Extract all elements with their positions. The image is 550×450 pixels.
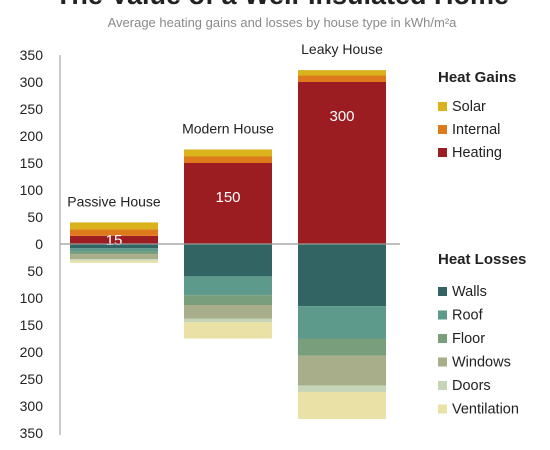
- bar-segment-doors: [70, 259, 158, 261]
- y-tick-label: 200: [20, 344, 44, 360]
- y-tick-label: 250: [20, 101, 44, 117]
- y-tick-label: 0: [35, 236, 43, 252]
- y-tick-label: 100: [20, 290, 44, 306]
- y-tick-label: 300: [20, 74, 44, 90]
- legend-swatch-internal: [438, 125, 447, 134]
- bar-segment-windows: [184, 305, 272, 319]
- y-tick-label: 350: [20, 47, 44, 63]
- bar-segment-floor: [184, 295, 272, 306]
- category-labels: Passive House Modern House Leaky House: [67, 41, 383, 209]
- bar-segment-doors: [298, 385, 386, 392]
- legend-swatch-windows: [438, 357, 447, 367]
- bar-segment-walls: [70, 244, 158, 249]
- bar-segment-roof: [70, 248, 158, 252]
- y-tick-label: 50: [27, 209, 43, 225]
- bar-segment-solar: [70, 222, 158, 230]
- legend-label-walls: Walls: [452, 284, 487, 300]
- legend-swatch-ventilation: [438, 404, 447, 414]
- bar-segment-ventilation: [298, 391, 386, 419]
- legend-label-solar: Solar: [452, 99, 486, 115]
- bar-segment-roof: [184, 276, 272, 296]
- bar-segment-internal: [184, 156, 272, 163]
- legend-swatch-solar: [438, 102, 447, 111]
- y-tick-label: 250: [20, 371, 44, 387]
- bar-segment-heating: [70, 235, 158, 244]
- bar-segment-roof: [298, 306, 386, 339]
- category-label: Leaky House: [301, 41, 383, 57]
- legend-swatch-heating: [438, 148, 447, 157]
- bar-segment-ventilation: [184, 322, 272, 339]
- legend-label-floor: Floor: [452, 331, 485, 347]
- y-tick-label: 300: [20, 398, 44, 414]
- legend-label-roof: Roof: [452, 308, 484, 324]
- bar-segment-internal: [298, 75, 386, 82]
- legend-label-heating: Heating: [452, 145, 502, 161]
- bar-segment-heating: [184, 163, 272, 244]
- y-tick-label: 50: [27, 263, 43, 279]
- bar-segment-doors: [184, 318, 272, 323]
- bar-segment-floor: [298, 338, 386, 356]
- y-axis: 350 300 250 200 150 100 50 0 50 100 150 200 250 300 35…: [20, 47, 61, 441]
- chart-title: The Value of a Well-Insulated Home: [55, 0, 509, 10]
- bar-segment-heating: [298, 82, 386, 244]
- legend: Heat Gains Solar Internal Heating Heat Losse…: [438, 69, 526, 418]
- bar-segment-walls: [184, 244, 272, 277]
- bar-segment-windows: [70, 254, 158, 260]
- legend-label-windows: Windows: [452, 355, 511, 371]
- bar-segment-floor: [70, 251, 158, 255]
- bar-segment-windows: [298, 355, 386, 386]
- bar-segment-ventilation: [70, 260, 158, 263]
- y-tick-label: 200: [20, 128, 44, 144]
- bars: 15 150 300: [60, 70, 400, 419]
- bar-segment-solar: [184, 149, 272, 157]
- bar-segment-internal: [70, 229, 158, 236]
- chart-subtitle: Average heating gains and losses by hous…: [108, 15, 458, 30]
- category-label: Passive House: [67, 193, 161, 209]
- y-tick-label: 150: [20, 155, 44, 171]
- losses-legend-title: Heat Losses: [438, 251, 526, 268]
- gains-legend-title: Heat Gains: [438, 69, 516, 86]
- bar-segment-solar: [298, 70, 386, 76]
- y-tick-label: 350: [20, 425, 44, 441]
- legend-swatch-doors: [438, 381, 447, 390]
- legend-label-ventilation: Ventilation: [452, 402, 519, 418]
- legend-label-doors: Doors: [452, 378, 491, 394]
- data-label: 15: [106, 232, 123, 249]
- y-tick-label: 100: [20, 182, 44, 198]
- legend-swatch-walls: [438, 287, 447, 296]
- bar-segment-walls: [298, 244, 386, 307]
- data-label: 300: [329, 108, 354, 125]
- legend-label-internal: Internal: [452, 122, 500, 138]
- y-tick-label: 150: [20, 317, 44, 333]
- legend-swatch-floor: [438, 334, 447, 343]
- data-label: 150: [215, 189, 240, 206]
- legend-swatch-roof: [438, 310, 447, 320]
- category-label: Modern House: [182, 121, 274, 137]
